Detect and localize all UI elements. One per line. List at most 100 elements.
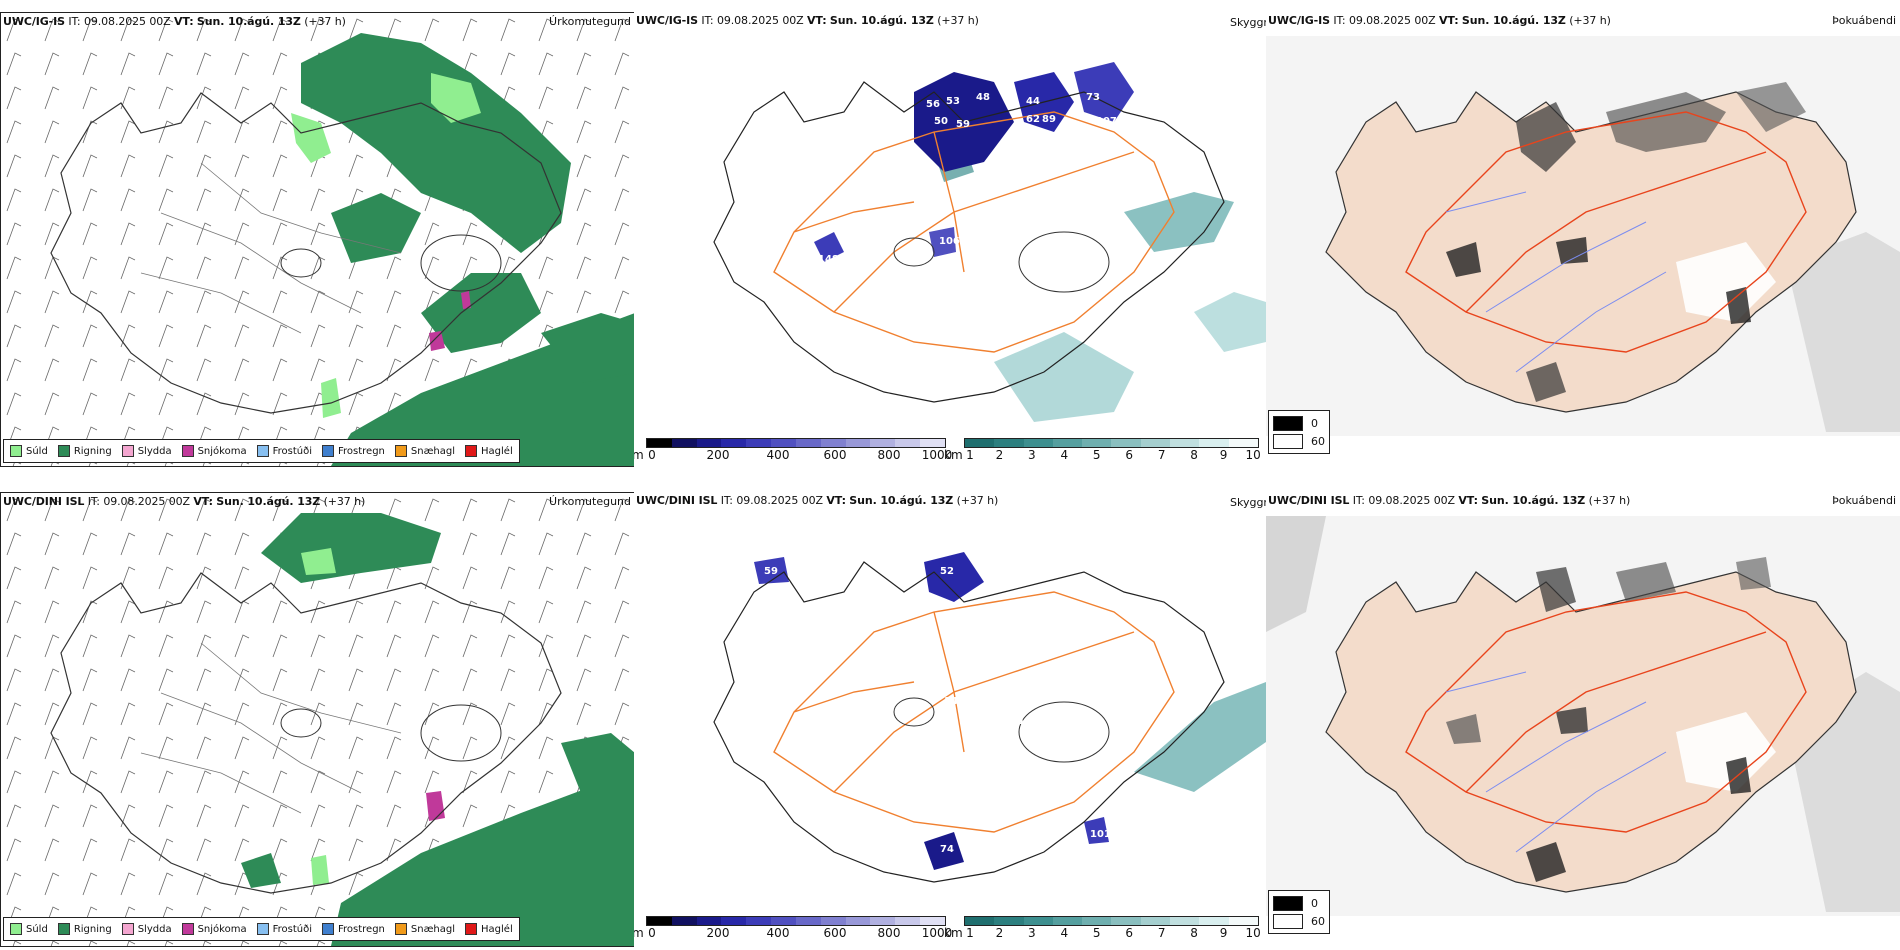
- precip-type-map-bottom: [1, 493, 635, 946]
- cloud-map-bottom: 59 52 142 105 40 101 74 95: [713, 552, 1266, 883]
- ceiling-tick: 400: [766, 448, 790, 462]
- precip-legend: Súld Rigning Slydda Snjókoma Frostúði Fr…: [3, 917, 520, 941]
- legend-item: Rigning: [57, 445, 112, 457]
- legend-item: Snæhagl: [394, 923, 455, 935]
- ceiling-colorbar: m 0 200 400 600 800 1000: [634, 438, 952, 462]
- ceiling-tick: 600: [823, 926, 847, 940]
- vis-tick: 6: [1125, 926, 1134, 940]
- cloud-label: 97: [954, 376, 968, 387]
- legend-item: Snjókoma: [181, 445, 247, 457]
- fog-legend-item: 0: [1273, 414, 1325, 432]
- fog-legend-item: 60: [1273, 432, 1325, 450]
- panel-header: UWC/IG-IS IT: 09.08.2025 00Z VT: Sun. 10…: [636, 14, 979, 27]
- vis-tick: 4: [1060, 926, 1069, 940]
- legend-item: Slydda: [121, 445, 172, 457]
- visibility-colorbar: km 1 2 3 4 5 6 7 8 9 10: [944, 438, 1261, 462]
- vis-tick: 9: [1219, 448, 1228, 462]
- cloud-label: 95: [918, 860, 932, 871]
- fog-legend: 0 60: [1268, 410, 1330, 454]
- cloud-label: 73: [1086, 92, 1100, 103]
- vis-tick: 3: [1028, 926, 1036, 940]
- ceiling-tick: 200: [706, 926, 730, 940]
- vis-tick: 10: [1245, 926, 1261, 940]
- cloud-label: 56: [926, 99, 940, 110]
- ceiling-tick: 0: [648, 926, 656, 940]
- legend-item: Snæhagl: [394, 445, 455, 457]
- road-network: [773, 111, 1175, 353]
- vis-tick: 3: [1028, 448, 1036, 462]
- fog-legend: 0 60: [1268, 890, 1330, 934]
- ceiling-colorbar: m 0 200 400 600 800 1000: [634, 916, 952, 940]
- visibility-colorbar: km 1 2 3 4 5 6 7 8 9 10: [944, 916, 1261, 940]
- cloud-label: 50: [934, 116, 948, 127]
- visibility-unit: km: [944, 448, 963, 462]
- vis-tick: 1: [966, 448, 974, 462]
- panel-header: UWC/DINI ISL IT: 09.08.2025 00Z VT: Sun.…: [1268, 494, 1631, 507]
- cloud-label: 53: [946, 96, 960, 107]
- legend-item: Frostregn: [322, 923, 385, 935]
- cloud-panel-title: Skyggni: [1230, 496, 1274, 509]
- legend-item: Frostúði: [256, 445, 312, 457]
- vis-tick: 4: [1060, 448, 1069, 462]
- ceiling-colorbar-strip: [646, 438, 946, 448]
- cloud-label: 62: [1026, 114, 1040, 125]
- panel-header: UWC/DINI ISL IT: 09.08.2025 00Z VT: Sun.…: [636, 494, 999, 507]
- cloud-panel-top: 56 53 48 44 73 50 59 62 89 107 106 148 5…: [634, 12, 1266, 467]
- cloud-label: 148: [818, 254, 839, 265]
- cloud-panel-bottom: 59 52 142 105 40 101 74 95 UWC/DINI ISL …: [634, 492, 1266, 947]
- legend-item: Frostúði: [256, 923, 312, 935]
- ceiling-tick: 0: [648, 448, 656, 462]
- ceiling-tick: 400: [766, 926, 790, 940]
- precip-type-panel-top: UWC/IG-IS IT: 09.08.2025 00Z VT: Sun. 10…: [0, 12, 636, 467]
- vis-tick: 8: [1190, 448, 1198, 462]
- visibility-colorbar-strip: [964, 916, 1259, 926]
- precip-type-map-top: [1, 13, 635, 466]
- cloud-label: 44: [1026, 96, 1040, 107]
- vis-tick: 2: [995, 448, 1004, 462]
- panel-header: UWC/IG-IS IT: 09.08.2025 00Z VT: Sun. 10…: [3, 15, 346, 28]
- fog-panel-title: Þokuábendi: [1832, 494, 1896, 507]
- ceiling-colorbar-strip: [646, 916, 946, 926]
- cloud-label: 50: [1114, 259, 1128, 270]
- cloud-label: 59: [764, 566, 778, 577]
- panel-title: Úrkomutegund: [549, 15, 631, 28]
- vis-tick: 6: [1125, 448, 1134, 462]
- panel-title: Úrkomutegund: [549, 495, 631, 508]
- legend-item: Haglél: [465, 445, 513, 457]
- cloud-label: 48: [976, 92, 990, 103]
- vis-tick: 10: [1245, 448, 1261, 462]
- ceiling-tick: 800: [877, 926, 901, 940]
- ceiling-tick: 1000: [921, 448, 953, 462]
- fog-legend-item: 0: [1273, 894, 1325, 912]
- legend-item: Rigning: [57, 923, 112, 935]
- cloud-label: 40: [1050, 714, 1064, 725]
- ceiling-tick: 800: [877, 448, 901, 462]
- cloud-label: 89: [1042, 114, 1056, 125]
- vis-tick: 5: [1092, 448, 1101, 462]
- legend-item: Snjókoma: [181, 923, 247, 935]
- ceiling-unit: m: [634, 926, 644, 940]
- vis-tick: 5: [1092, 926, 1101, 940]
- cloud-label: 52: [940, 566, 954, 577]
- precip-type-panel-bottom: UWC/DINI ISL IT: 09.08.2025 00Z VT: Sun.…: [0, 492, 636, 947]
- legend-item: Frostregn: [322, 445, 385, 457]
- cloud-label: 142: [944, 696, 965, 707]
- vis-tick: 1: [966, 926, 974, 940]
- legend-item: Haglél: [465, 923, 513, 935]
- vis-tick: 7: [1157, 448, 1166, 462]
- fog-legend-item: 60: [1273, 912, 1325, 930]
- iceland-outline: [50, 92, 562, 414]
- cloud-label: 101: [1090, 829, 1111, 840]
- ceiling-tick: 600: [823, 448, 847, 462]
- precip-legend: Súld Rigning Slydda Snjókoma Frostúði Fr…: [3, 439, 520, 463]
- visibility-colorbar-strip: [964, 438, 1259, 448]
- fog-panel-bottom: UWC/DINI ISL IT: 09.08.2025 00Z VT: Sun.…: [1266, 492, 1900, 947]
- ceiling-tick: 1000: [921, 926, 953, 940]
- vis-tick: 7: [1157, 926, 1166, 940]
- visibility-unit: km: [944, 926, 963, 940]
- ceiling-unit: m: [634, 448, 644, 462]
- ceiling-tick: 200: [706, 448, 730, 462]
- vis-tick: 8: [1190, 926, 1198, 940]
- panel-header: UWC/IG-IS IT: 09.08.2025 00Z VT: Sun. 10…: [1268, 14, 1611, 27]
- fog-map-top: [1266, 36, 1900, 436]
